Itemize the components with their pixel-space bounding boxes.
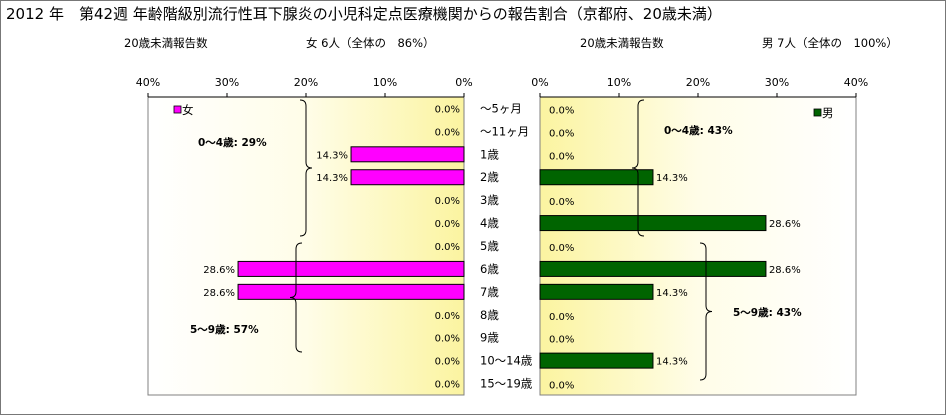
right-data-label: 0.0% [549,197,574,208]
category-label: 6歳 [480,262,499,276]
right-data-label: 14.3% [656,173,688,184]
left-brace-5-9 [289,242,303,353]
left-bar [237,260,465,277]
right-bar [539,283,654,300]
category-label: 3歳 [480,193,499,207]
right-brace-5-9 [699,242,713,381]
right-bar [539,260,767,277]
right-data-label: 0.0% [549,151,574,162]
left-data-label: 0.0% [435,311,460,322]
category-label: 2歳 [480,170,499,184]
right-bar [539,352,654,369]
category-label: 15～19歳 [480,377,533,391]
left-data-label: 0.0% [435,334,460,345]
right-data-label: 28.6% [769,265,801,276]
category-label: 4歳 [480,216,499,230]
left-legend-label: 女 [182,103,194,117]
left-data-label: 28.6% [203,265,235,276]
left-data-label: 0.0% [435,380,460,391]
left-data-label: 0.0% [435,242,460,253]
category-label: 1歳 [480,147,499,161]
left-bar [350,169,465,186]
chart-title: 2012 年 第42週 年齢階級別流行性耳下腺炎の小児科定点医療機関からの報告割… [6,5,722,23]
left-header-label: 20歳未満報告数 [124,36,208,50]
category-label: ～11ヶ月 [480,124,529,138]
right-legend-label: 男 [822,106,834,120]
right-tick-label: 10% [607,76,631,89]
left-annotation-5-9: 5～9歳: 57% [190,323,259,336]
right-data-label: 0.0% [549,381,574,392]
left-data-label: 0.0% [435,357,460,368]
right-tick-label: 20% [686,76,710,89]
right-annotation-5-9: 5～9歳: 43% [733,306,802,319]
left-tick-label: 20% [294,76,318,89]
right-legend-swatch [813,108,822,117]
category-label: 5歳 [480,239,499,253]
right-data-label: 0.0% [549,312,574,323]
right-data-label: 0.0% [549,128,574,139]
left-data-label: 0.0% [435,196,460,207]
right-data-label: 28.6% [769,219,801,230]
category-label: ～5ヶ月 [480,101,522,115]
right-tick-label: 30% [765,76,789,89]
left-tick-label: 0% [455,76,472,89]
left-bar [350,146,465,163]
left-data-label: 0.0% [435,104,460,115]
right-brace-0-4 [631,99,645,237]
left-annotation-0-4: 0～4歳: 29% [198,136,267,149]
right-header-count: 男 7人（全体の 100%） [762,36,898,50]
right-annotation-0-4: 0～4歳: 43% [664,124,733,137]
left-data-label: 14.3% [316,150,348,161]
left-legend-swatch [173,105,182,114]
right-data-label: 0.0% [549,335,574,346]
right-header-label: 20歳未満報告数 [580,36,664,50]
category-label: 7歳 [480,285,499,299]
category-label: 10～14歳 [480,354,533,368]
category-label: 9歳 [480,331,499,345]
right-data-label: 0.0% [549,243,574,254]
left-tick-label: 10% [373,76,397,89]
right-bar [539,169,654,186]
left-data-label: 28.6% [203,288,235,299]
right-plot-area [539,96,857,396]
left-tick-label: 30% [215,76,239,89]
left-bar [237,283,465,300]
left-data-label: 0.0% [435,127,460,138]
right-data-label: 0.0% [549,105,574,116]
left-tick-label: 40% [136,76,160,89]
right-bar [539,215,767,232]
right-data-label: 14.3% [656,288,688,299]
left-header-count: 女 6人（全体の 86%） [306,36,435,50]
left-data-label: 0.0% [435,219,460,230]
left-data-label: 14.3% [316,173,348,184]
right-tick-label: 0% [531,76,548,89]
category-label: 8歳 [480,308,499,322]
right-tick-label: 40% [844,76,868,89]
right-data-label: 14.3% [656,357,688,368]
left-brace-0-4 [299,99,313,237]
